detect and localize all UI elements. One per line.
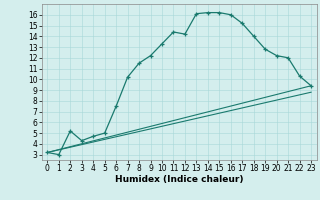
X-axis label: Humidex (Indice chaleur): Humidex (Indice chaleur)	[115, 175, 244, 184]
